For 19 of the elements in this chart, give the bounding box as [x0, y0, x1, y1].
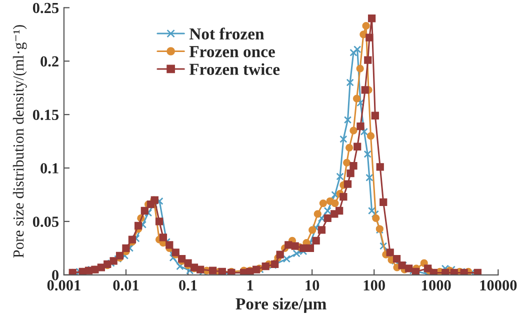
x-tick-label: 100	[364, 280, 385, 290]
x-tick-label: 1	[247, 280, 254, 290]
x-tick-label: 0.1	[179, 280, 197, 291]
y-tick-label: 0.05	[32, 216, 59, 227]
x-tick-label: 10	[306, 280, 320, 290]
x-tick-label: 0.001	[47, 280, 80, 291]
legend-label: Frozen once	[189, 46, 275, 58]
y-tick-label: 0.2	[40, 56, 58, 67]
y-tick-label: 0.1	[40, 163, 58, 174]
legend-label: Frozen twice	[189, 63, 280, 75]
y-tick-label: 0	[52, 270, 59, 280]
x-tick-label: 10000	[480, 280, 517, 290]
x-axis-title: Pore size/µm	[236, 298, 326, 313]
x-tick-label: 1000	[422, 280, 451, 290]
y-tick-label: 0.15	[32, 110, 59, 120]
y-tick-label: 0.25	[32, 2, 59, 14]
y-axis-title: Pore size distribution density/(ml·g⁻¹)	[12, 25, 27, 258]
legend-label: Not frozen	[189, 28, 264, 40]
x-tick-label: 0.01	[113, 280, 139, 291]
